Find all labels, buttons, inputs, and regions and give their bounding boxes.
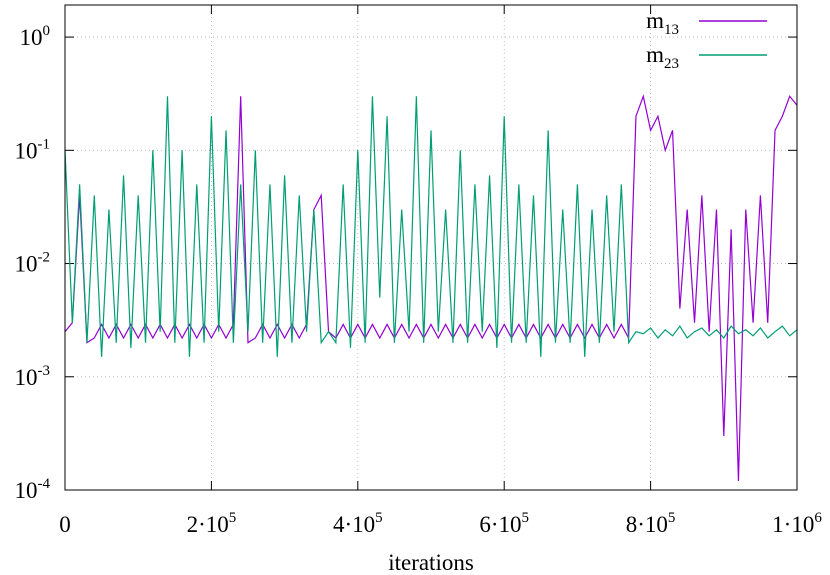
x-tick-label: 8·105 bbox=[626, 510, 676, 537]
x-tick-label-sup: 5 bbox=[522, 510, 530, 526]
legend-sub: 13 bbox=[664, 22, 679, 38]
x-tick-label: 6·105 bbox=[479, 510, 529, 537]
y-tick-label-sup: -2 bbox=[38, 250, 51, 266]
x-tick-label: 0 bbox=[59, 512, 71, 537]
x-tick-label: 1·106 bbox=[772, 510, 822, 537]
y-tick-label-base: 10 bbox=[20, 25, 43, 50]
x-tick-label-base: 4·10 bbox=[333, 512, 375, 537]
x-tick-label-base: 1·10 bbox=[772, 512, 814, 537]
plot-border bbox=[64, 4, 798, 491]
y-tick-label-base: 10 bbox=[15, 252, 38, 277]
y-tick-label-base: 10 bbox=[15, 138, 38, 163]
y-tick-label: 10-3 bbox=[15, 363, 51, 390]
y-tick-label: 10-4 bbox=[15, 476, 51, 503]
x-tick-label-base: 6·10 bbox=[479, 512, 521, 537]
y-tick-label-sup: -1 bbox=[38, 136, 51, 152]
y-tick-label-sup: -4 bbox=[38, 476, 51, 492]
x-tick-label: 2·105 bbox=[187, 510, 237, 537]
series-line bbox=[64, 96, 798, 357]
legend-label: m13 bbox=[646, 8, 679, 38]
x-axis-label: iterations bbox=[388, 550, 474, 575]
x-tick-label-sup: 5 bbox=[668, 510, 676, 526]
series-line bbox=[64, 94, 798, 482]
x-tick-label: 4·105 bbox=[333, 510, 383, 537]
x-tick-label-sup: 5 bbox=[229, 510, 237, 526]
y-tick-label-base: 10 bbox=[15, 365, 38, 390]
legend-label: m23 bbox=[646, 42, 679, 72]
y-tick-label: 10-1 bbox=[15, 136, 51, 163]
y-tick-label: 100 bbox=[20, 23, 51, 50]
x-tick-label-sup: 5 bbox=[375, 510, 383, 526]
x-tick-label-sup: 6 bbox=[814, 510, 822, 526]
y-tick-label-sup: -3 bbox=[38, 363, 51, 379]
y-tick-label-base: 10 bbox=[15, 478, 38, 503]
y-tick-label-sup: 0 bbox=[43, 23, 51, 39]
x-tick-label-base: 2·10 bbox=[187, 512, 229, 537]
legend-sub: 23 bbox=[664, 56, 679, 72]
x-tick-label-base: 8·10 bbox=[626, 512, 668, 537]
legend-name: m bbox=[646, 42, 664, 67]
legend-name: m bbox=[646, 8, 664, 33]
y-tick-label: 10-2 bbox=[15, 250, 51, 277]
